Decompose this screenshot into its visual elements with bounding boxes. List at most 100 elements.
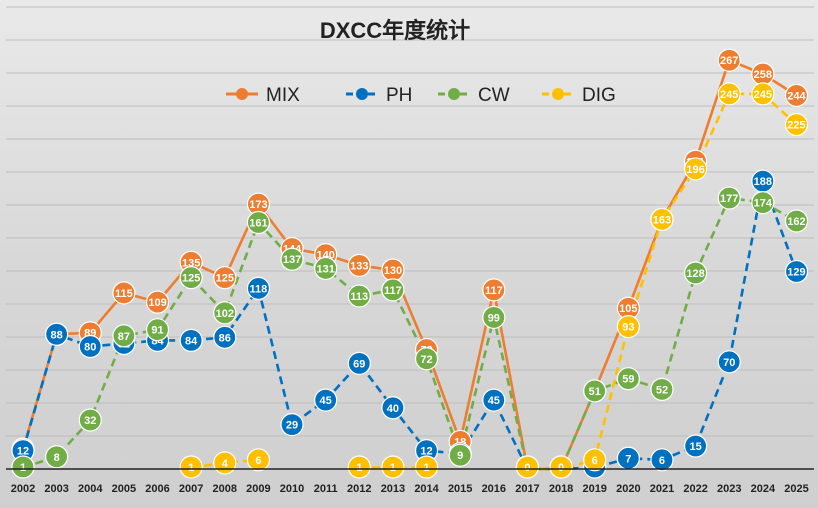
data-point-ph [314,388,338,412]
data-label-cw: 174 [754,198,773,210]
data-label-cw: 125 [182,273,200,285]
data-point-cw [11,455,35,479]
data-label-dig: 0 [558,462,564,474]
data-point-dig [381,455,405,479]
data-point-cw [45,445,69,469]
data-point-mix [145,290,170,314]
data-label-mix: 125 [216,273,234,285]
data-point-ph [482,388,506,412]
x-tick-label: 2019 [582,483,606,495]
legend-item-cw: CW [438,85,510,106]
data-point-dig [347,455,371,479]
legend: MIX PH CW DIG [226,85,616,106]
x-tick-label: 2009 [246,483,270,495]
data-point-dig [583,448,607,472]
data-point-ph [717,350,741,374]
legend-marker [236,88,248,100]
data-label-ph: 86 [219,332,231,344]
data-label-cw: 117 [384,285,402,297]
data-label-cw: 137 [283,254,301,266]
data-label-cw: 131 [316,263,334,275]
data-point-ph [650,448,674,472]
data-label-dig: 225 [787,120,805,132]
data-label-cw: 177 [720,193,738,205]
legend-label: MIX [266,85,300,106]
data-label-dig: 6 [255,455,261,467]
data-label-dig: 196 [686,164,704,176]
data-point-mix [112,281,136,305]
data-point-cw [179,266,203,290]
data-label-dig: 1 [390,462,396,474]
series-cw [22,196,798,471]
data-label-mix: 135 [182,257,200,269]
data-label-ph: 40 [387,403,399,415]
x-tick-label: 2008 [213,483,237,495]
data-label-ph: 45 [488,395,500,407]
x-tick-label: 2004 [78,483,103,495]
data-label-dig: 93 [622,322,634,334]
x-tick-label: 2010 [280,483,304,495]
data-label-ph: 88 [51,329,63,341]
data-point-dig [515,455,540,479]
data-label-cw: 128 [686,268,704,280]
data-label-ph: 7 [625,453,631,465]
data-label-ph: 84 [185,335,198,347]
data-point-cw [717,186,741,210]
data-point-ph [78,334,102,359]
x-tick-label: 2013 [381,483,405,495]
data-label-cw: 161 [249,218,267,230]
data-label-mix: 258 [754,69,772,81]
series-markers-mix: 1388891151091351251731441401331307818117… [11,48,809,479]
data-label-mix: 173 [249,199,267,211]
x-tick-label: 2015 [448,483,472,495]
data-point-ph [179,328,203,352]
data-point-ph [280,413,304,437]
data-label-cw: 8 [54,452,60,464]
data-label-cw: 51 [589,386,601,398]
x-tick-label: 2016 [482,483,506,495]
x-tick-label: 2021 [650,483,674,495]
data-label-dig: 163 [653,214,671,226]
data-point-cw [683,261,708,285]
data-label-dig: 0 [524,462,530,474]
data-point-ph [45,322,69,346]
data-label-cw: 52 [656,384,668,396]
data-label-dig: 1 [188,462,194,474]
data-point-mix [482,278,506,302]
x-tick-label: 2025 [784,483,808,495]
data-label-ph: 70 [723,357,735,369]
data-label-mix: 109 [148,297,166,309]
series-markers-cw: 1832879112510216113713111311772999005159… [11,186,809,479]
x-tick-label: 2011 [314,483,338,495]
data-point-cw [112,324,136,348]
data-label-ph: 129 [787,266,805,278]
data-label-ph: 12 [17,446,29,458]
chart-title: DXCC年度统计 [320,18,470,43]
data-point-dig [784,112,809,137]
data-point-cw [280,247,304,271]
data-label-cw: 59 [622,374,634,386]
data-label-ph: 12 [420,446,432,458]
x-tick-label: 2014 [414,483,439,495]
data-label-dig: 6 [592,455,598,467]
legend-label: CW [478,85,510,106]
grid-lines [6,6,814,437]
x-axis: 2002 2003 2004 2005 2006 2007 2008 2009 2010 2011… [6,468,814,495]
data-label-mix: 267 [720,55,738,67]
data-label-dig: 245 [754,89,772,101]
data-point-cw [145,318,170,342]
data-label-ph: 45 [320,395,332,407]
data-point-cw [751,191,775,215]
data-point-cw [650,377,674,401]
data-point-mix [784,83,809,108]
data-point-ph [246,276,271,300]
legend-marker [552,88,564,100]
data-point-dig [683,157,708,181]
data-point-cw [246,210,271,235]
data-point-ph [683,434,708,458]
data-point-cw [381,278,405,302]
data-label-cw: 32 [84,415,96,427]
data-point-dig [717,82,741,106]
series-mix [21,58,798,471]
data-point-dig [751,82,775,106]
